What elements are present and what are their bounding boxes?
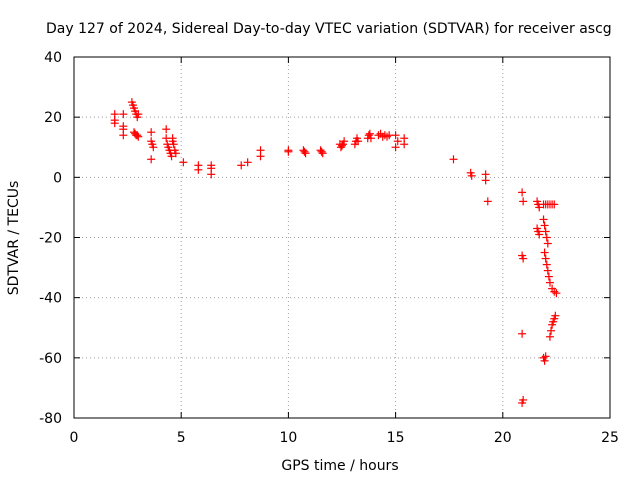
data-point [338,141,346,150]
data-point [237,161,246,170]
data-point [133,131,142,140]
data-point [551,311,560,320]
x-tick-label: 20 [494,430,512,446]
data-point [542,260,551,269]
y-tick-label: 20 [44,110,62,126]
x-tick-label: 5 [177,430,186,446]
data-point [168,134,177,143]
data-point [169,140,178,149]
data-point [119,110,128,119]
data-point [171,149,180,158]
y-tick-label: -40 [39,291,62,307]
data-point [540,248,549,257]
data-point [134,132,143,141]
y-tick-label: 40 [44,50,62,66]
data-point [535,203,544,212]
x-tick-label: 15 [387,430,405,446]
data-point [467,171,476,180]
x-tick-label: 0 [70,430,79,446]
data-point [366,134,375,143]
data-point [318,149,327,158]
data-point [243,158,252,167]
data-point [483,197,492,206]
y-tick-label: 0 [53,170,62,186]
data-point [535,230,544,239]
data-point [481,176,490,185]
data-point [544,272,553,281]
data-point [194,165,203,174]
data-point [519,197,528,206]
data-point [365,129,374,138]
x-tick-labels: 0 5 10 15 20 25 [70,430,619,446]
data-point [147,128,156,137]
data-point [301,149,310,158]
data-points [110,98,561,407]
data-point [284,147,293,156]
data-point [542,233,551,242]
data-point [550,200,559,209]
data-point [393,137,402,146]
axis-ticks [73,56,611,419]
data-point [391,143,400,152]
data-point [541,254,550,263]
x-tick-label: 25 [601,430,619,446]
data-point [539,215,548,224]
data-point [519,254,528,263]
data-point [110,119,119,128]
data-point [540,356,549,365]
data-point [340,137,349,146]
data-point [207,170,216,179]
y-tick-labels: 40 20 0 -20 -40 -60 -80 [39,50,62,427]
data-point [167,152,176,161]
data-point [162,125,171,134]
data-point [179,158,188,167]
y-tick-label: -80 [39,411,62,427]
data-point [147,155,156,164]
x-tick-label: 10 [279,430,297,446]
data-point [541,352,550,361]
data-point [317,147,326,156]
x-axis-label: GPS time / hours [281,458,398,474]
data-point [543,239,552,248]
data-point [134,110,143,119]
data-point [518,398,527,407]
data-point [543,266,552,275]
data-point [354,137,363,146]
data-point [547,326,556,335]
data-point [300,147,309,156]
data-point [518,188,527,197]
y-tick-label: -60 [39,351,62,367]
data-point [400,140,409,149]
y-tick-label: -20 [39,231,62,247]
y-axis-label: SDTVAR / TECUs [6,181,22,296]
data-point [391,131,400,140]
data-point [119,131,128,140]
data-point [256,152,265,161]
data-point [541,227,550,236]
data-point [149,143,158,152]
data-point [552,289,561,298]
grid-lines [74,57,610,418]
data-point [449,155,458,164]
data-point [540,221,549,230]
chart-title: Day 127 of 2024, Sidereal Day-to-day VTE… [46,21,612,37]
data-point [545,278,554,287]
data-point [545,332,554,341]
data-point [518,329,527,338]
